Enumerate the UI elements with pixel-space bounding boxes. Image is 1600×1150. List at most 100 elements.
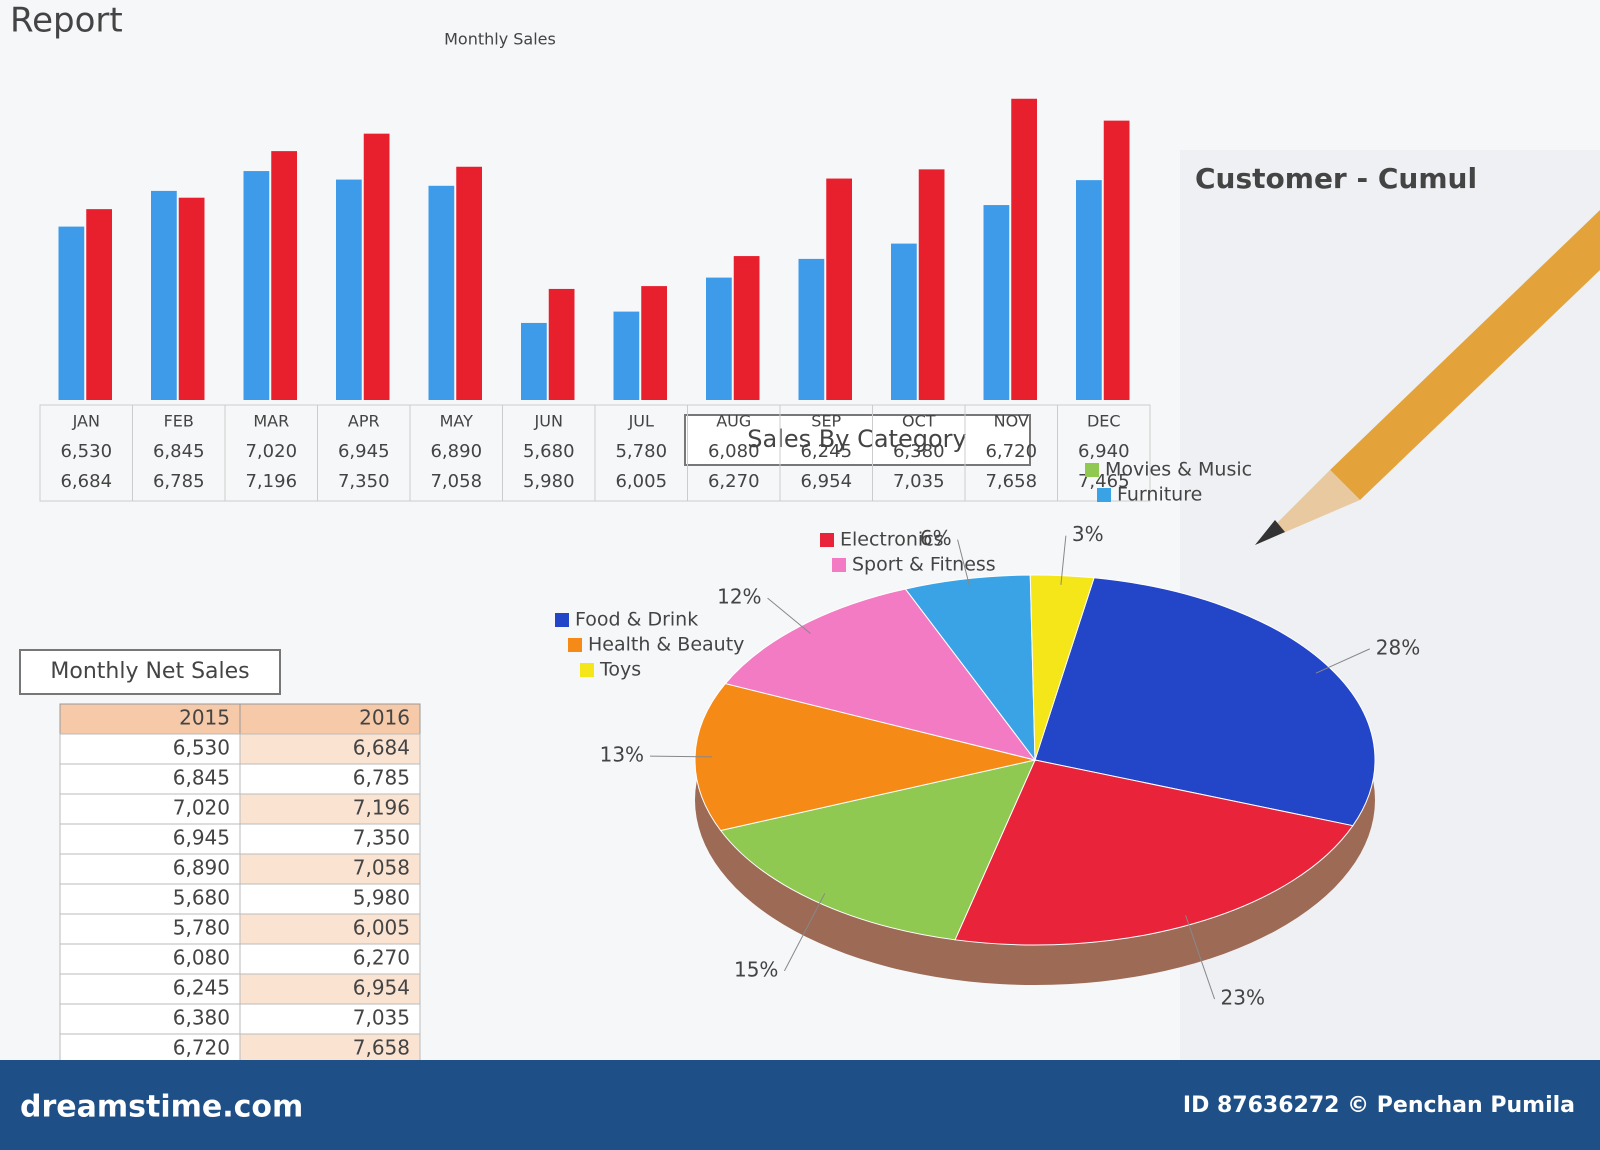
table-cell-text: 6,890	[173, 856, 230, 880]
leader-line	[650, 755, 713, 758]
pencil-tip	[1255, 470, 1360, 545]
pie-label: 3%	[1072, 522, 1104, 546]
x-tick-label: AUG	[716, 412, 751, 431]
table-cell-text: 6,530	[173, 736, 230, 760]
table-cell	[59, 733, 241, 765]
data-label: 5,680	[523, 441, 575, 462]
pie-label: 13%	[600, 743, 644, 767]
table-cell-text: 7,350	[353, 826, 410, 850]
data-label: 6,005	[615, 471, 667, 492]
data-label: 5,780	[615, 441, 667, 462]
data-label: 7,196	[245, 471, 297, 492]
table-cell	[59, 763, 241, 795]
data-label: 6,785	[153, 471, 205, 492]
legend-label: Food & Drink	[575, 609, 698, 631]
footer-credit: ID 87636272 © Penchan Pumila	[1183, 1093, 1575, 1118]
pie-label: 6%	[920, 526, 952, 550]
table-cell-text: 7,020	[173, 796, 230, 820]
data-label: 6,940	[1078, 441, 1130, 462]
table-cell	[59, 973, 241, 1005]
legend-swatch	[568, 638, 582, 652]
bar	[271, 151, 297, 400]
data-label: 7,020	[245, 441, 297, 462]
table-cell-text: 6,785	[353, 766, 410, 790]
bar	[363, 133, 390, 400]
bar	[891, 243, 917, 400]
pie-slice	[1034, 577, 1376, 827]
legend-label: Sport & Fitness	[852, 554, 996, 576]
legend-swatch	[1097, 488, 1111, 502]
pencil-lead	[1255, 520, 1285, 545]
bar	[983, 205, 1010, 400]
data-label: 6,270	[708, 471, 760, 492]
bar	[151, 190, 177, 400]
leader-line	[1315, 648, 1370, 674]
x-tick-label: DEC	[1087, 412, 1121, 431]
legend-swatch	[555, 613, 569, 627]
table-header: 2016	[359, 706, 410, 730]
table-cell	[239, 973, 421, 1005]
table-cell	[59, 793, 241, 825]
bar	[641, 286, 667, 400]
leader-line	[767, 597, 811, 634]
bar	[798, 258, 825, 400]
table-cell-text: 5,980	[353, 886, 410, 910]
leader-line	[957, 539, 971, 588]
report-title: Report	[10, 1, 123, 41]
table-cell	[239, 883, 421, 915]
table-cell	[239, 943, 421, 975]
data-label: 6,945	[338, 441, 390, 462]
data-label: 7,350	[338, 471, 390, 492]
data-label: 6,080	[708, 441, 760, 462]
legend-label: Furniture	[1117, 484, 1202, 506]
leader-line	[1060, 535, 1067, 585]
pie-label: 28%	[1376, 635, 1420, 659]
legend-swatch	[1085, 463, 1099, 477]
data-label: 7,058	[430, 471, 482, 492]
bar	[428, 185, 455, 400]
pencil-body	[1330, 210, 1600, 500]
data-label: 6,530	[60, 441, 112, 462]
table-cell	[59, 823, 241, 855]
legend-label: Health & Beauty	[588, 634, 744, 656]
x-tick-label: NOV	[994, 412, 1029, 431]
pie-title: Sales By Category	[747, 425, 966, 453]
pie-slice	[719, 759, 1036, 941]
bar	[521, 322, 547, 400]
x-tick-label: FEB	[164, 412, 194, 431]
table-cell-text: 6,945	[173, 826, 230, 850]
legend-label: Toys	[599, 659, 641, 681]
table-cell-text: 7,058	[353, 856, 410, 880]
pencil	[1255, 210, 1600, 545]
table-cell-text: 6,380	[173, 1006, 230, 1030]
data-label: 7,035	[893, 471, 945, 492]
table-header: 2015	[179, 706, 230, 730]
table-title-box	[19, 649, 281, 695]
table-cell-text: 5,780	[173, 916, 230, 940]
pie-label: 12%	[717, 585, 761, 609]
x-tick-label: JUN	[534, 412, 563, 431]
table-cell-text: 7,658	[353, 1036, 410, 1060]
legend-swatch	[820, 533, 834, 547]
bar-title: Monthly Sales	[444, 30, 556, 49]
x-tick-label: MAR	[253, 412, 289, 431]
legend-label: Electronics	[840, 529, 944, 551]
table-cell-text: 6,954	[353, 976, 410, 1000]
table-header-cell	[59, 703, 241, 735]
x-tick-label: OCT	[902, 412, 936, 431]
bar	[733, 256, 760, 400]
bar	[1103, 120, 1130, 400]
leader-line	[1185, 915, 1216, 1000]
table-cell-text: 6,245	[173, 976, 230, 1000]
bar	[826, 178, 852, 400]
bar	[336, 179, 362, 400]
bar	[1011, 98, 1037, 400]
bar	[243, 171, 270, 400]
table-cell	[239, 1033, 421, 1065]
legend-label: Movies & Music	[1105, 459, 1252, 481]
pie-title-box	[684, 414, 1031, 466]
table-cell-text: 5,680	[173, 886, 230, 910]
x-tick-label: MAY	[440, 412, 474, 431]
